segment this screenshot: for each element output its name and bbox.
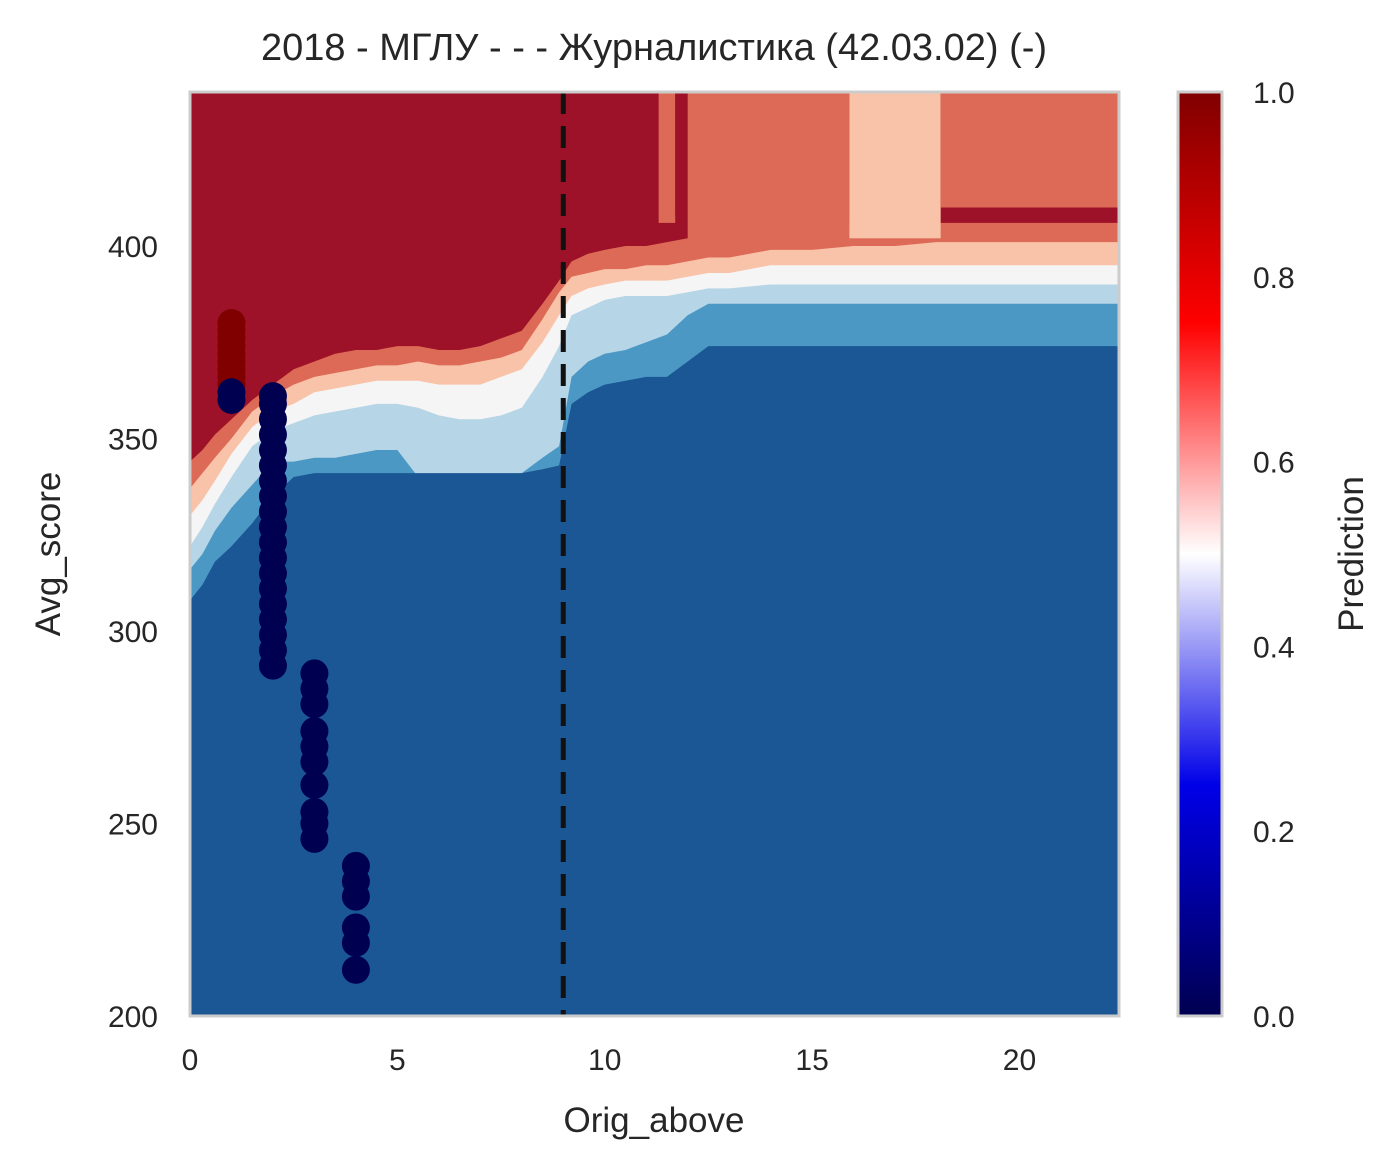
x-tick-label: 20 [1003,1044,1036,1077]
scatter-point-4-5 [341,851,370,880]
x-axis-label: Orig_above [564,1101,745,1140]
top-panel-1 [675,92,688,216]
colorbar-tick-label: 0.4 [1253,631,1295,664]
colorbar: 0.0 0.2 0.4 0.6 0.8 1.0 Prediction [1176,77,1371,1034]
colorbar-ticks: 0.0 0.2 0.4 0.6 0.8 1.0 [1253,77,1295,1034]
scatter-point-3-3 [300,771,329,799]
y-axis-label: Avg_score [29,472,68,637]
plot-frame [188,90,1121,1018]
y-tick-label: 250 [108,809,158,842]
scatter-point-0-9 [217,309,246,337]
colorbar-tick-label: 0.6 [1253,447,1295,480]
x-tick-label: 0 [182,1044,199,1077]
scatter-point-4-0 [341,955,370,984]
top-panels [658,92,1119,239]
scatter-point-3-6 [300,717,329,746]
y-tick-label: 400 [108,231,158,264]
top-panel-2 [687,92,850,239]
x-ticks: 0 5 10 15 20 [182,1044,1036,1077]
top-panel-3 [849,92,941,239]
y-tick-label: 350 [108,424,158,457]
scatter-point-1-1 [217,378,246,407]
scatter-point-3-2 [300,797,329,826]
colorbar-tick-label: 0.2 [1253,816,1295,849]
scatter-point-4-2 [341,913,370,942]
y-tick-label: 200 [108,1001,158,1034]
colorbar-tick-label: 0.8 [1253,262,1295,295]
contour-bands [190,222,1119,1016]
chart-title: 2018 - МГЛУ - - - Журналистика (42.03.02… [261,27,1047,69]
plot-area [190,92,1119,1016]
contour-band-0.0-0.2 [190,346,1119,1016]
colorbar-label: Prediction [1332,476,1371,632]
y-ticks: 200 250 300 350 400 [108,231,158,1034]
colorbar-gradient [1176,90,1224,1018]
x-tick-label: 5 [389,1044,406,1077]
colorbar-tick-label: 0.0 [1253,1001,1295,1034]
top-panel-0 [658,92,676,223]
x-tick-label: 10 [588,1044,621,1077]
scatter-points [217,309,370,984]
colorbar-tick-label: 1.0 [1253,77,1295,110]
top-panel-4 [940,92,1119,208]
x-tick-label: 15 [795,1044,828,1077]
y-tick-label: 300 [108,616,158,649]
scatter-point-3-9 [300,659,329,688]
scatter-point-2-18 [258,382,287,411]
